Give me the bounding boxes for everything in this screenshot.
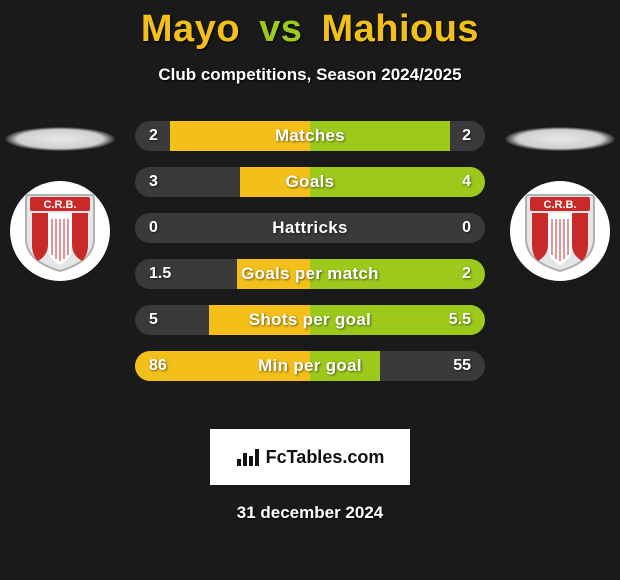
fctables-logo[interactable]: FcTables.com [210,429,410,485]
stat-bars-container: 22Matches 34Goals 00Hattricks 1.52Goals per… [135,121,485,397]
stat-row: 22Matches [135,121,485,151]
stat-label: Matches [135,121,485,151]
svg-text:C.R.B.: C.R.B. [44,199,77,211]
snapshot-date: 31 december 2024 [0,503,620,523]
stat-label: Min per goal [135,351,485,381]
player1-club-crest: C.R.B. [10,181,110,281]
player1-avatar-placeholder [5,127,115,151]
bar-chart-icon [236,447,260,467]
stat-row: 00Hattricks [135,213,485,243]
player2-name: Mahious [321,8,479,50]
player2-avatar-placeholder [505,127,615,151]
stat-row: 1.52Goals per match [135,259,485,289]
stat-label: Goals [135,167,485,197]
comparison-title: Mayo vs Mahious [0,0,620,51]
crb-crest-icon: C.R.B. [24,189,96,273]
vs-text: vs [259,8,302,50]
stat-row: 8655Min per goal [135,351,485,381]
content-area: C.R.B. C.R.B. [0,121,620,421]
stat-label: Shots per goal [135,305,485,335]
crb-crest-icon: C.R.B. [524,189,596,273]
fctables-logo-text: FcTables.com [266,447,385,468]
stat-label: Hattricks [135,213,485,243]
player1-name: Mayo [141,8,240,50]
right-player-column: C.R.B. [500,121,620,281]
svg-text:C.R.B.: C.R.B. [544,199,577,211]
player2-club-crest: C.R.B. [510,181,610,281]
left-player-column: C.R.B. [0,121,120,281]
stat-row: 34Goals [135,167,485,197]
stat-row: 55.5Shots per goal [135,305,485,335]
stat-label: Goals per match [135,259,485,289]
subtitle: Club competitions, Season 2024/2025 [0,65,620,85]
